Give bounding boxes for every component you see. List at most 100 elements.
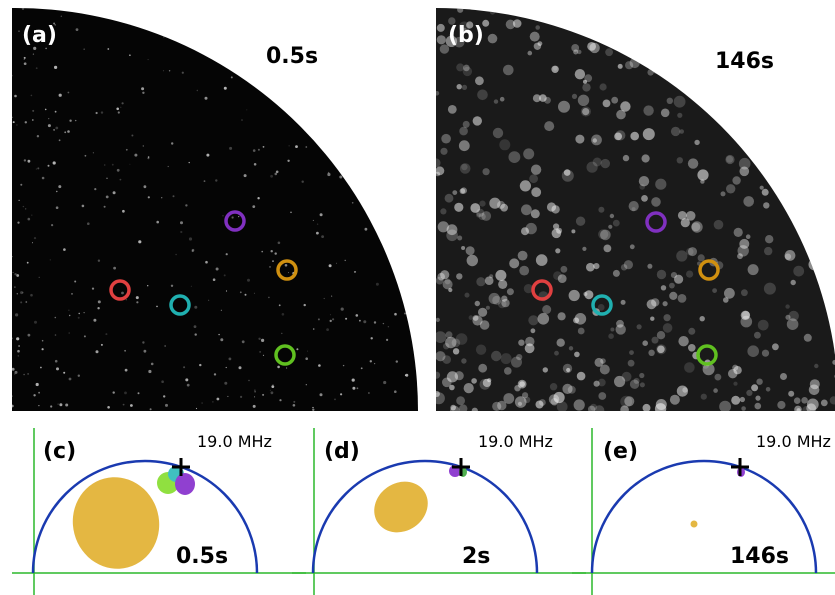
- speckle: [821, 191, 829, 199]
- speckle: [501, 353, 512, 364]
- speckle: [731, 396, 740, 405]
- speckle: [486, 306, 490, 310]
- speckle: [799, 180, 804, 185]
- speckle: [747, 345, 759, 357]
- speckle: [732, 365, 738, 371]
- speckle: [68, 332, 70, 334]
- speckle: [305, 146, 307, 148]
- speckle: [161, 380, 164, 383]
- speckle: [341, 308, 344, 311]
- speckle: [621, 300, 626, 305]
- speckle: [191, 286, 192, 287]
- speckle: [205, 97, 208, 100]
- speckle: [32, 110, 34, 112]
- speckle: [608, 225, 612, 229]
- speckle: [247, 279, 250, 282]
- speckle: [313, 328, 315, 330]
- speckle: [489, 274, 493, 278]
- speckle: [793, 266, 804, 277]
- speckle: [261, 251, 263, 253]
- speckle: [253, 405, 256, 408]
- speckle: [799, 193, 803, 197]
- speckle: [657, 270, 666, 279]
- speckle: [697, 169, 708, 180]
- speckle: [201, 402, 203, 404]
- speckle: [521, 227, 529, 235]
- speckle: [213, 278, 216, 281]
- speckle: [31, 95, 33, 97]
- speckle: [161, 197, 162, 198]
- speckle: [777, 401, 785, 409]
- speckle: [573, 50, 578, 55]
- speckle: [185, 378, 188, 381]
- speckle: [783, 27, 792, 36]
- speckle: [101, 111, 103, 113]
- speckle: [731, 120, 741, 130]
- speckle: [120, 179, 122, 181]
- speckle: [12, 117, 13, 118]
- speckle: [526, 5, 532, 11]
- speckle: [518, 340, 524, 346]
- speckle: [628, 360, 635, 367]
- speckle: [688, 328, 695, 335]
- speckle: [721, 191, 726, 196]
- speckle: [226, 367, 227, 368]
- speckle: [708, 44, 714, 50]
- speckle: [246, 109, 247, 110]
- speckle: [163, 37, 164, 38]
- speckle: [574, 399, 585, 410]
- speckle: [232, 216, 234, 218]
- speckle: [630, 380, 639, 389]
- speckle: [711, 89, 723, 101]
- speckle: [553, 66, 558, 71]
- speckle: [732, 176, 740, 184]
- speckle: [32, 119, 34, 121]
- speckle: [175, 254, 177, 256]
- speckle: [827, 93, 834, 100]
- speckle: [69, 378, 72, 381]
- speckle: [195, 333, 197, 335]
- speckle: [180, 221, 183, 224]
- speckle: [277, 366, 280, 369]
- speckle: [320, 213, 323, 216]
- speckle: [55, 360, 58, 363]
- speckle: [432, 158, 441, 167]
- speckle: [448, 105, 457, 114]
- speckle: [677, 157, 683, 163]
- speckle: [361, 367, 363, 369]
- speckle: [196, 408, 197, 409]
- speckle: [101, 344, 103, 346]
- speckle: [647, 69, 653, 75]
- speckle: [18, 355, 19, 356]
- speckle: [370, 360, 372, 362]
- speckle: [715, 374, 722, 381]
- speckle: [796, 54, 806, 64]
- speckle: [212, 401, 213, 402]
- speckle: [168, 166, 169, 167]
- speckle: [254, 391, 256, 393]
- speckle: [778, 28, 789, 39]
- speckle: [756, 112, 766, 122]
- speckle: [490, 10, 495, 15]
- speckle: [682, 387, 687, 392]
- speckle: [602, 31, 609, 38]
- speckle: [538, 41, 543, 46]
- speckle: [55, 317, 57, 319]
- speckle: [671, 127, 680, 136]
- speckle: [229, 147, 232, 150]
- speckle: [475, 301, 480, 306]
- speckle: [271, 391, 274, 394]
- speckle: [498, 280, 507, 289]
- speckle: [669, 292, 677, 300]
- speckle: [785, 254, 791, 260]
- figure: (a) 0.5s (b) 146s (c) 19.0 MHz 0.5s: [0, 0, 835, 595]
- speckle: [83, 48, 85, 50]
- speckle: [741, 406, 746, 411]
- speckle: [521, 204, 532, 215]
- speckle: [293, 404, 296, 407]
- speckle: [38, 392, 40, 394]
- speckle: [655, 40, 666, 51]
- speckle: [113, 267, 116, 270]
- speckle: [59, 403, 62, 406]
- speckle: [734, 126, 741, 133]
